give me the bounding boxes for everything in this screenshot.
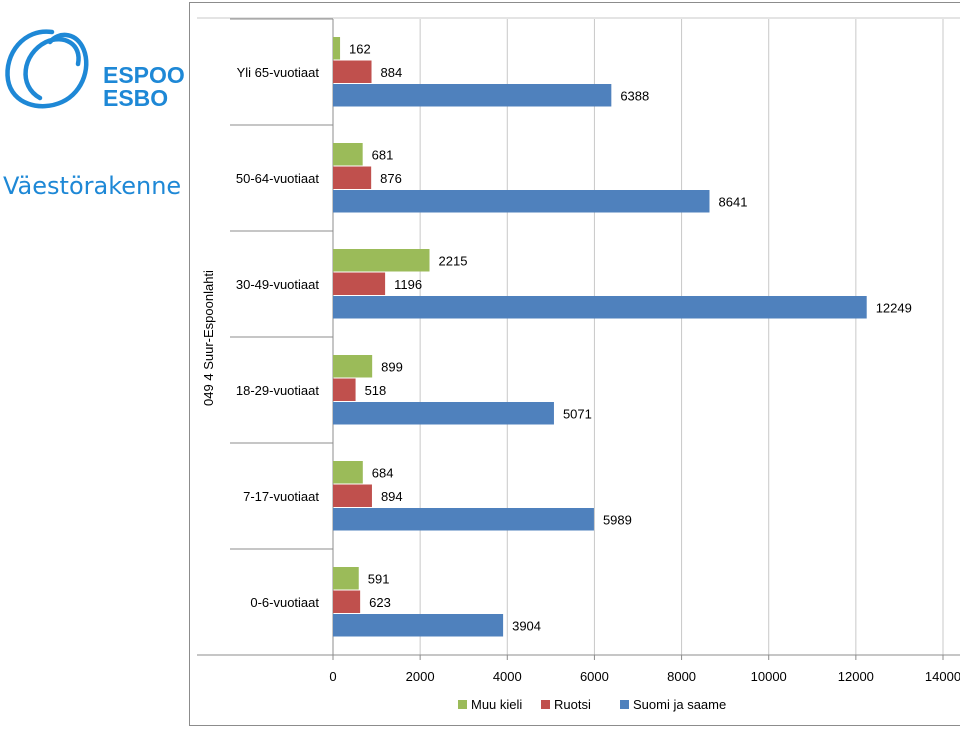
data-label: 5071	[563, 406, 592, 421]
bar	[333, 143, 363, 166]
category-label: 7-17-vuotiaat	[243, 489, 319, 504]
slide-title: Väestörakenne	[3, 172, 182, 200]
bar	[333, 484, 372, 507]
data-label: 899	[381, 359, 403, 374]
legend-swatch	[541, 700, 550, 709]
bar	[333, 508, 594, 531]
category-label: 50-64-vuotiaat	[236, 171, 319, 186]
bar-chart: 0 2000 4000 6000 8000 10000 12000 14000 Yli 65-v…	[197, 17, 960, 712]
legend-swatch	[620, 700, 629, 709]
bar	[333, 378, 356, 401]
legend-label: Ruotsi	[554, 697, 591, 712]
data-label: 681	[372, 147, 394, 162]
x-tick-label: 6000	[580, 669, 609, 684]
data-label: 1196	[394, 277, 422, 292]
data-label: 162	[349, 41, 371, 56]
data-label: 518	[365, 383, 387, 398]
bar	[333, 296, 867, 319]
data-label: 5989	[603, 512, 632, 527]
data-label: 684	[372, 465, 394, 480]
bar	[333, 402, 554, 425]
x-tick-label: 14000	[925, 669, 960, 684]
data-label: 591	[368, 571, 390, 586]
bar	[333, 567, 359, 590]
data-label: 3904	[512, 618, 541, 633]
bar	[333, 60, 372, 83]
bar	[333, 355, 373, 378]
legend: Muu kieli Ruotsi Suomi ja saame	[458, 697, 726, 712]
bar	[333, 190, 710, 213]
category-label: 0-6-vuotiaat	[250, 595, 319, 610]
data-label: 894	[381, 489, 403, 504]
data-label: 8641	[719, 194, 748, 209]
category-label: 18-29-vuotiaat	[236, 383, 319, 398]
x-tick-label: 10000	[751, 669, 787, 684]
data-label: 876	[380, 171, 402, 186]
category-label: Yli 65-vuotiaat	[237, 65, 320, 80]
axes: 0 2000 4000 6000 8000 10000 12000 14000 Yli 65-v…	[197, 18, 960, 684]
bar	[333, 461, 363, 484]
bars	[333, 37, 867, 637]
bar	[333, 614, 504, 637]
legend-swatch	[458, 700, 467, 709]
espoo-logo: ESPOO ESBO	[5, 29, 185, 111]
data-label: 12249	[876, 300, 912, 315]
group-axis-label: 049 4 Suur-Espoonlahti	[201, 270, 216, 406]
bar	[333, 249, 430, 272]
chart-frame: 0 2000 4000 6000 8000 10000 12000 14000 Yli 65-v…	[189, 2, 960, 726]
logo-swirl-icon	[5, 29, 89, 109]
gridlines	[419, 19, 944, 655]
bar	[333, 37, 341, 60]
x-tick-label: 8000	[667, 669, 696, 684]
legend-label: Muu kieli	[471, 697, 522, 712]
x-tick-label: 4000	[493, 669, 522, 684]
logo-text-espoo: ESPOO	[103, 62, 185, 88]
bar	[333, 84, 612, 107]
bar	[333, 272, 386, 295]
x-tick-label: 2000	[406, 669, 435, 684]
data-label: 2215	[439, 253, 468, 268]
x-tick-label: 0	[329, 669, 336, 684]
data-label: 884	[381, 65, 403, 80]
bar	[333, 590, 361, 613]
logo-text-esbo: ESBO	[103, 85, 168, 111]
data-labels: 162 884 6388 681 876 8641 2215 1196 12249 899 518 5…	[349, 41, 912, 633]
data-label: 623	[369, 595, 391, 610]
category-label: 30-49-vuotiaat	[236, 277, 319, 292]
legend-label: Suomi ja saame	[633, 697, 726, 712]
bar	[333, 166, 372, 189]
data-label: 6388	[620, 88, 649, 103]
x-tick-label: 12000	[838, 669, 874, 684]
